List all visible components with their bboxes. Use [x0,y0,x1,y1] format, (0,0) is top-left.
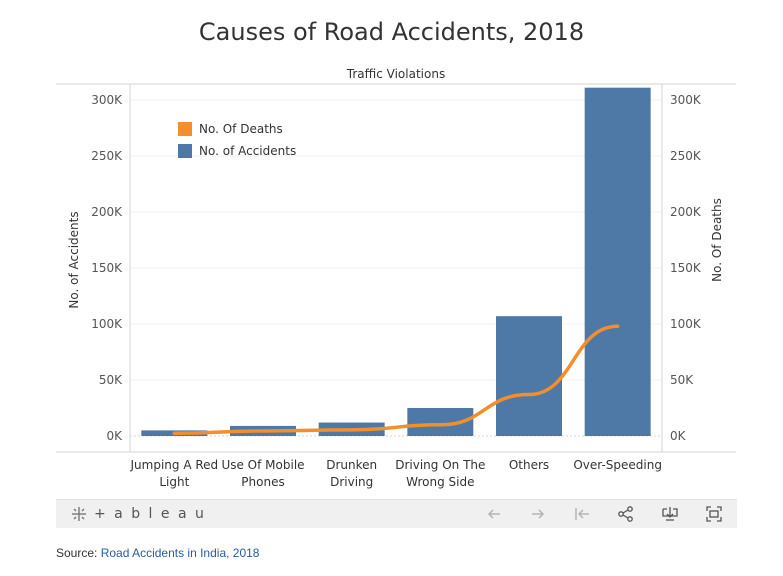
chart-svg: Traffic Violations 0K 0K 50K 50K 100K 100K 150K… [56,67,736,489]
right-tick-label: 300K [670,93,702,107]
chart-area: Traffic Violations 0K 0K 50K 50K 100K 100K 150K… [56,67,736,489]
tableau-logo-icon [72,507,86,521]
left-tick-label: 100K [91,317,123,331]
left-tick-label: 300K [91,93,123,107]
tableau-toolbar: + a b l e a u [56,499,737,528]
y-axis-title: No. of Accidents [67,211,81,308]
category-label: Driving [330,475,373,489]
left-tick-label: 200K [91,205,123,219]
category-label: Driving On The [395,458,485,472]
right-tick-label: 0K [670,429,687,443]
legend-swatch-1 [178,144,192,158]
legend-label-0: No. Of Deaths [199,122,283,136]
category-label: Others [509,458,549,472]
right-tick-label: 250K [670,149,702,163]
tableau-logo[interactable]: + a b l e a u [70,505,206,523]
right-tick-label: 100K [670,317,702,331]
legend-swatch-0 [178,122,192,136]
source-note: Source: Road Accidents in India, 2018 [56,546,259,560]
fullscreen-icon[interactable] [704,504,724,524]
right-tick-label: 150K [670,261,702,275]
share-icon[interactable] [616,504,636,524]
tableau-wordmark: + a b l e a u [94,506,206,522]
chart-title: Causes of Road Accidents, 2018 [198,18,585,46]
redo-icon[interactable] [528,504,548,524]
category-label: Over-Speeding [573,458,662,472]
category-label: Use Of Mobile [221,458,304,472]
source-link[interactable]: Road Accidents in India, 2018 [100,546,260,560]
right-tick-label: 200K [670,205,702,219]
bar-5 [584,87,651,437]
revert-icon[interactable] [572,504,592,524]
left-tick-label: 150K [91,261,123,275]
category-label: Phones [241,475,284,489]
category-label: Light [159,475,189,489]
deaths-line [172,324,620,435]
right-tick-label: 50K [670,373,694,387]
legend-label-1: No. of Accidents [199,144,296,158]
undo-icon[interactable] [484,504,504,524]
chart-subtitle: Traffic Violations [346,67,445,81]
download-icon[interactable] [660,504,680,524]
left-tick-label: 250K [91,149,123,163]
bar-4 [496,316,562,436]
left-tick-label: 0K [106,429,123,443]
left-tick-label: 50K [99,373,123,387]
category-label: Wrong Side [406,475,474,489]
category-label: Jumping A Red [130,458,219,472]
category-label: Drunken [326,458,377,472]
y2-axis-title: No. Of Deaths [710,198,724,282]
source-prefix: Source: [56,546,101,560]
